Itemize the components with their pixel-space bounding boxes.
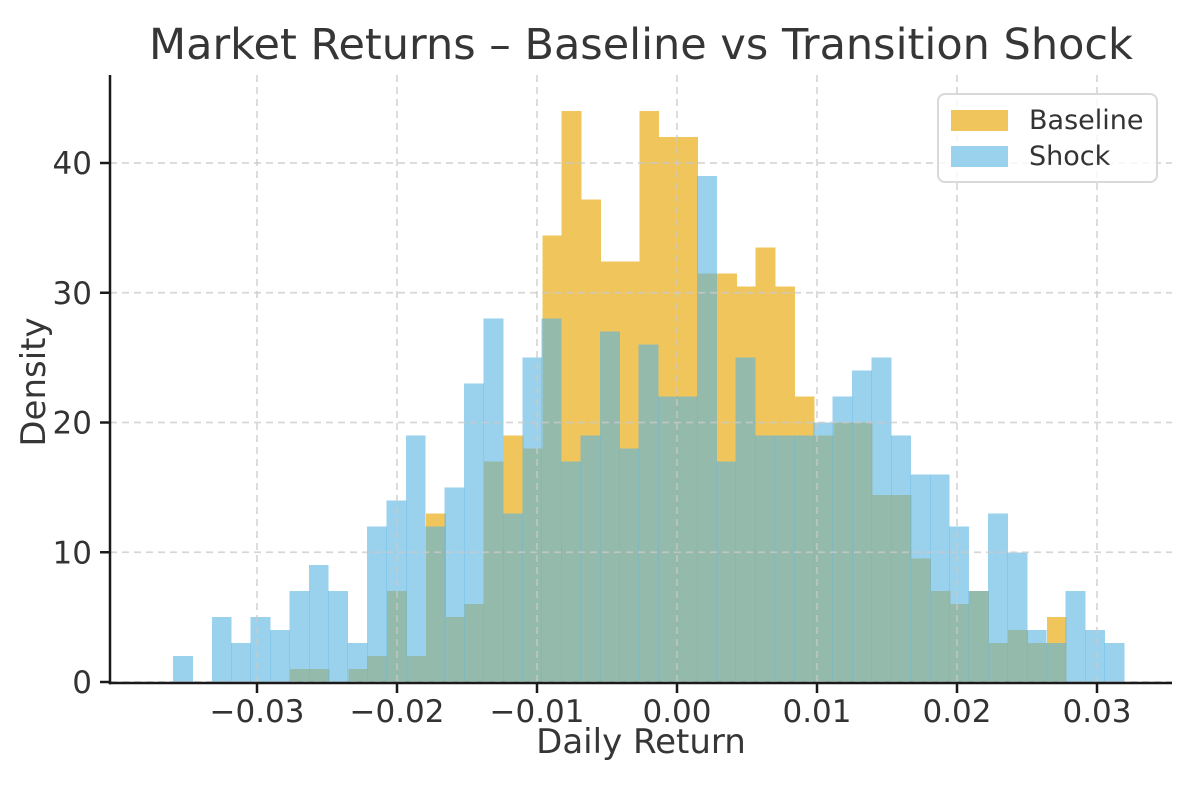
histogram-bar-shock bbox=[580, 435, 601, 682]
histogram-bar-shock bbox=[211, 617, 232, 682]
histogram-bar-shock bbox=[1046, 643, 1067, 682]
legend: Baseline Shock bbox=[937, 93, 1158, 183]
x-tick-label: 0.00 bbox=[642, 694, 711, 730]
histogram-bar-shock bbox=[638, 344, 659, 682]
histogram-bar-shock bbox=[250, 617, 271, 682]
histogram-bar-shock bbox=[949, 526, 970, 682]
histogram-bar-shock bbox=[270, 630, 290, 682]
histogram-bar-shock bbox=[658, 396, 678, 682]
x-tick-label: 0.02 bbox=[922, 694, 991, 730]
y-tick-label: 10 bbox=[53, 535, 92, 571]
x-axis-label: Daily Return bbox=[536, 722, 746, 762]
histogram-bar-shock bbox=[173, 656, 193, 682]
histogram-bar-shock bbox=[716, 461, 737, 682]
legend-swatch-shock bbox=[951, 146, 1008, 167]
histogram-bar-shock bbox=[774, 435, 795, 682]
histogram-bar-shock bbox=[425, 526, 446, 682]
histogram-bar-shock bbox=[890, 435, 911, 682]
histogram-bar-shock bbox=[1065, 591, 1086, 682]
histogram-bar-shock bbox=[405, 435, 426, 682]
histogram-bar-shock bbox=[832, 396, 853, 682]
histogram-bar-shock bbox=[541, 318, 562, 682]
histogram-bar-shock bbox=[502, 513, 523, 682]
y-tick-label: 40 bbox=[53, 146, 92, 182]
x-tick-label: −0.01 bbox=[490, 694, 585, 730]
x-tick-label: 0.01 bbox=[782, 694, 851, 730]
histogram-bar-shock bbox=[561, 461, 581, 682]
histogram-bar-shock bbox=[444, 487, 465, 682]
histogram-bar-shock bbox=[231, 643, 252, 682]
histogram-bar-shock bbox=[755, 435, 775, 682]
histogram-bar-shock bbox=[852, 370, 872, 682]
y-tick-label: 0 bbox=[72, 665, 92, 701]
histogram-bar-shock bbox=[696, 176, 717, 682]
legend-item-baseline: Baseline bbox=[951, 107, 1156, 134]
histogram-bar-shock bbox=[910, 474, 931, 682]
histogram-bar-shock bbox=[968, 591, 989, 682]
legend-swatch-baseline bbox=[951, 110, 1008, 131]
legend-label-baseline: Baseline bbox=[1029, 105, 1144, 136]
histogram-bar-shock bbox=[464, 383, 484, 682]
histogram-bar-shock bbox=[619, 448, 640, 682]
histogram-bar-shock bbox=[988, 513, 1008, 682]
histogram-bar-shock bbox=[1007, 552, 1028, 683]
y-axis-label: Density bbox=[14, 317, 54, 447]
chart-title: Market Returns – Baseline vs Transition … bbox=[149, 20, 1133, 70]
histogram-bar-shock bbox=[1085, 630, 1105, 682]
histogram-bar-shock bbox=[367, 526, 387, 682]
histogram-bar-shock bbox=[599, 331, 620, 682]
histogram-bar-shock bbox=[483, 318, 504, 682]
x-tick-label: −0.02 bbox=[350, 694, 445, 730]
legend-label-shock: Shock bbox=[1029, 141, 1111, 172]
histogram-bar-shock bbox=[308, 565, 329, 682]
histogram-bar-shock bbox=[1104, 643, 1125, 682]
histogram-bar-shock bbox=[793, 435, 814, 682]
histogram-bar-shock bbox=[1026, 630, 1047, 682]
histogram-bar-shock bbox=[871, 357, 892, 682]
histogram-bar-shock bbox=[289, 591, 310, 682]
histogram-bar-shock bbox=[347, 643, 368, 682]
x-tick-label: −0.03 bbox=[210, 694, 305, 730]
histogram-bar-shock bbox=[735, 357, 756, 682]
y-tick-label: 30 bbox=[53, 276, 92, 312]
legend-item-shock: Shock bbox=[951, 143, 1156, 170]
histogram-bar-shock bbox=[328, 591, 349, 682]
x-tick-label: 0.03 bbox=[1062, 694, 1131, 730]
histogram-bar-shock bbox=[929, 474, 950, 682]
histogram-bar-shock bbox=[522, 357, 543, 682]
histogram-bar-shock bbox=[677, 396, 698, 682]
y-tick-label: 20 bbox=[53, 406, 92, 442]
